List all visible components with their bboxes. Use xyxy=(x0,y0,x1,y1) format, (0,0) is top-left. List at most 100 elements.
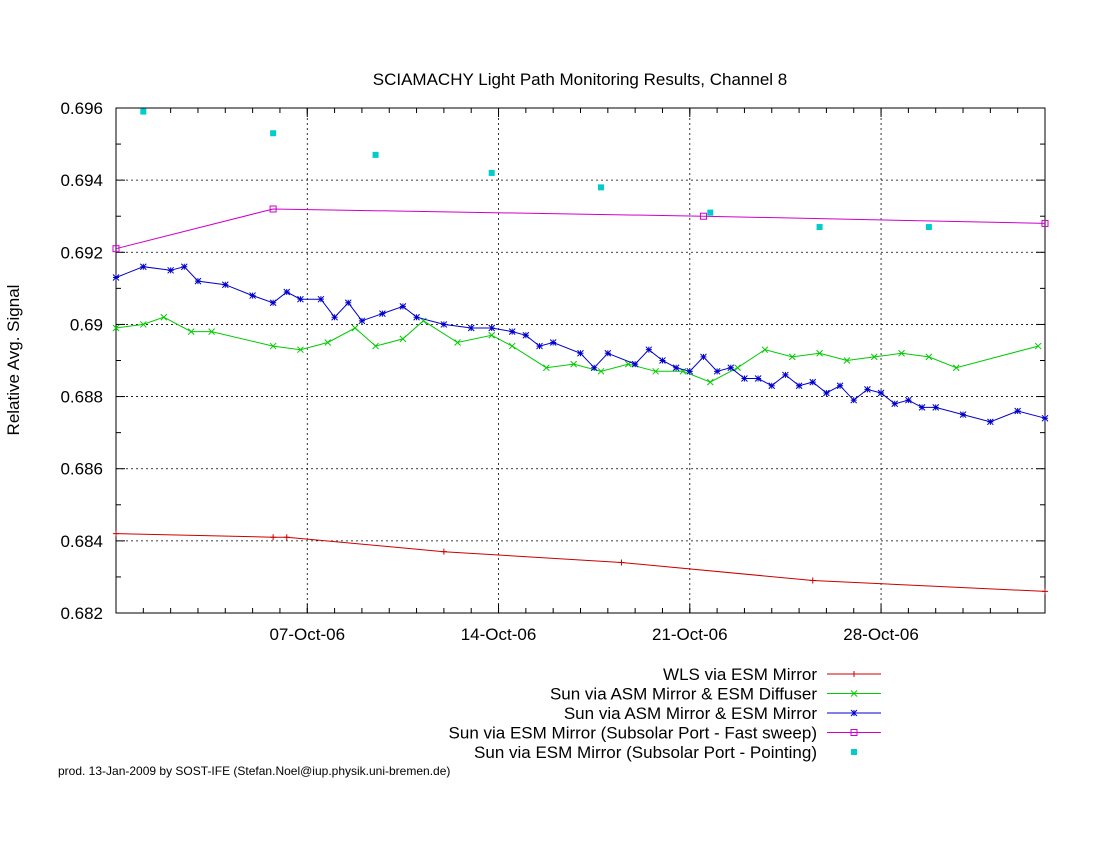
data-point xyxy=(707,209,714,216)
y-tick-label: 0.694 xyxy=(60,171,103,190)
data-point xyxy=(686,367,694,375)
x-tick-label: 28-Oct-06 xyxy=(843,625,919,644)
data-point xyxy=(317,295,325,303)
data-point xyxy=(823,389,830,397)
data-point xyxy=(372,342,379,350)
data-point xyxy=(1041,219,1049,227)
data-point xyxy=(659,357,666,364)
x-tick-label: 21-Oct-06 xyxy=(652,625,728,644)
data-point xyxy=(283,288,291,296)
data-point xyxy=(269,299,277,307)
data-point xyxy=(782,371,789,379)
data-point xyxy=(112,324,120,332)
data-point xyxy=(1041,414,1049,422)
series-1 xyxy=(113,530,1048,595)
legend-marker xyxy=(850,729,858,736)
data-point xyxy=(898,349,905,357)
data-point xyxy=(631,360,639,368)
data-point xyxy=(508,342,516,350)
data-point xyxy=(208,328,215,335)
data-point xyxy=(297,346,304,354)
x-tick-labels: 07-Oct-06 14-Oct-06 21-Oct-06 28-Oct-06 xyxy=(269,625,918,644)
series-line xyxy=(115,533,1046,592)
data-point xyxy=(379,310,386,317)
data-point xyxy=(467,324,475,332)
data-point xyxy=(809,378,817,386)
data-point xyxy=(590,364,598,372)
data-point xyxy=(112,245,120,253)
data-point xyxy=(816,224,823,231)
data-point xyxy=(522,331,530,339)
data-point xyxy=(113,530,119,537)
data-point xyxy=(816,349,823,357)
data-point xyxy=(959,411,967,418)
data-point xyxy=(140,108,147,115)
y-tick-label: 0.69 xyxy=(70,315,103,334)
data-point xyxy=(618,559,625,566)
data-point xyxy=(269,205,277,213)
data-point xyxy=(795,382,803,390)
data-point xyxy=(440,548,447,555)
data-point xyxy=(344,299,352,307)
legend-item: Sun via ASM Mirror & ESM Diffuser xyxy=(550,685,881,704)
data-point xyxy=(440,321,448,328)
data-point xyxy=(700,353,707,361)
legend-item: Sun via ESM Mirror (Subsolar Port - Fast… xyxy=(449,724,881,743)
data-point xyxy=(577,349,584,357)
data-point xyxy=(112,274,120,281)
data-point xyxy=(1042,588,1048,595)
data-point xyxy=(249,292,256,299)
data-point xyxy=(734,364,741,372)
legend-marker xyxy=(851,671,857,677)
data-point xyxy=(788,353,796,361)
data-point xyxy=(139,321,147,328)
data-point xyxy=(870,353,878,361)
legend-item: WLS via ESM Mirror xyxy=(663,665,881,684)
y-tick-label: 0.686 xyxy=(60,460,103,479)
data-point xyxy=(761,346,769,354)
data-point xyxy=(542,364,550,372)
series-line xyxy=(115,266,1046,423)
data-point xyxy=(754,375,762,382)
data-point xyxy=(699,212,707,220)
data-point xyxy=(139,263,147,271)
data-point xyxy=(843,357,851,364)
footer-credit: prod. 13-Jan-2009 by SOST-IFE (Stefan.No… xyxy=(58,764,451,778)
data-point xyxy=(454,339,461,346)
data-point xyxy=(986,418,994,426)
data-point xyxy=(351,324,359,332)
data-point xyxy=(836,382,844,390)
data-point xyxy=(488,324,496,332)
data-point xyxy=(925,224,932,231)
data-point xyxy=(549,339,557,346)
data-point xyxy=(932,404,940,411)
data-point xyxy=(1014,407,1022,415)
data-point xyxy=(488,331,496,339)
data-point xyxy=(536,342,543,350)
data-point xyxy=(399,335,407,343)
axis-ticks xyxy=(116,107,1045,614)
data-point xyxy=(221,281,229,289)
data-point xyxy=(713,367,721,375)
data-point xyxy=(891,400,899,408)
y-tick-label: 0.682 xyxy=(60,604,103,623)
series-2 xyxy=(112,313,1042,386)
data-point xyxy=(167,266,175,274)
data-point xyxy=(918,404,926,411)
y-tick-labels: 0.682 0.684 0.686 0.688 0.69 0.692 0.694 0.696 xyxy=(60,99,103,623)
data-point xyxy=(672,364,680,372)
data-point xyxy=(952,364,960,372)
legend-label: Sun via ASM Mirror & ESM Mirror xyxy=(564,704,817,723)
data-point xyxy=(597,367,605,375)
data-point xyxy=(741,375,748,382)
data-point xyxy=(727,364,735,372)
y-axis-label: Relative Avg. Signal xyxy=(4,285,23,436)
data-point xyxy=(1034,342,1042,350)
x-tick-label: 14-Oct-06 xyxy=(461,625,537,644)
data-point xyxy=(508,328,516,335)
data-point xyxy=(652,367,659,375)
legend-label: WLS via ESM Mirror xyxy=(663,665,817,684)
grid xyxy=(116,108,1045,613)
y-tick-label: 0.692 xyxy=(60,243,103,262)
